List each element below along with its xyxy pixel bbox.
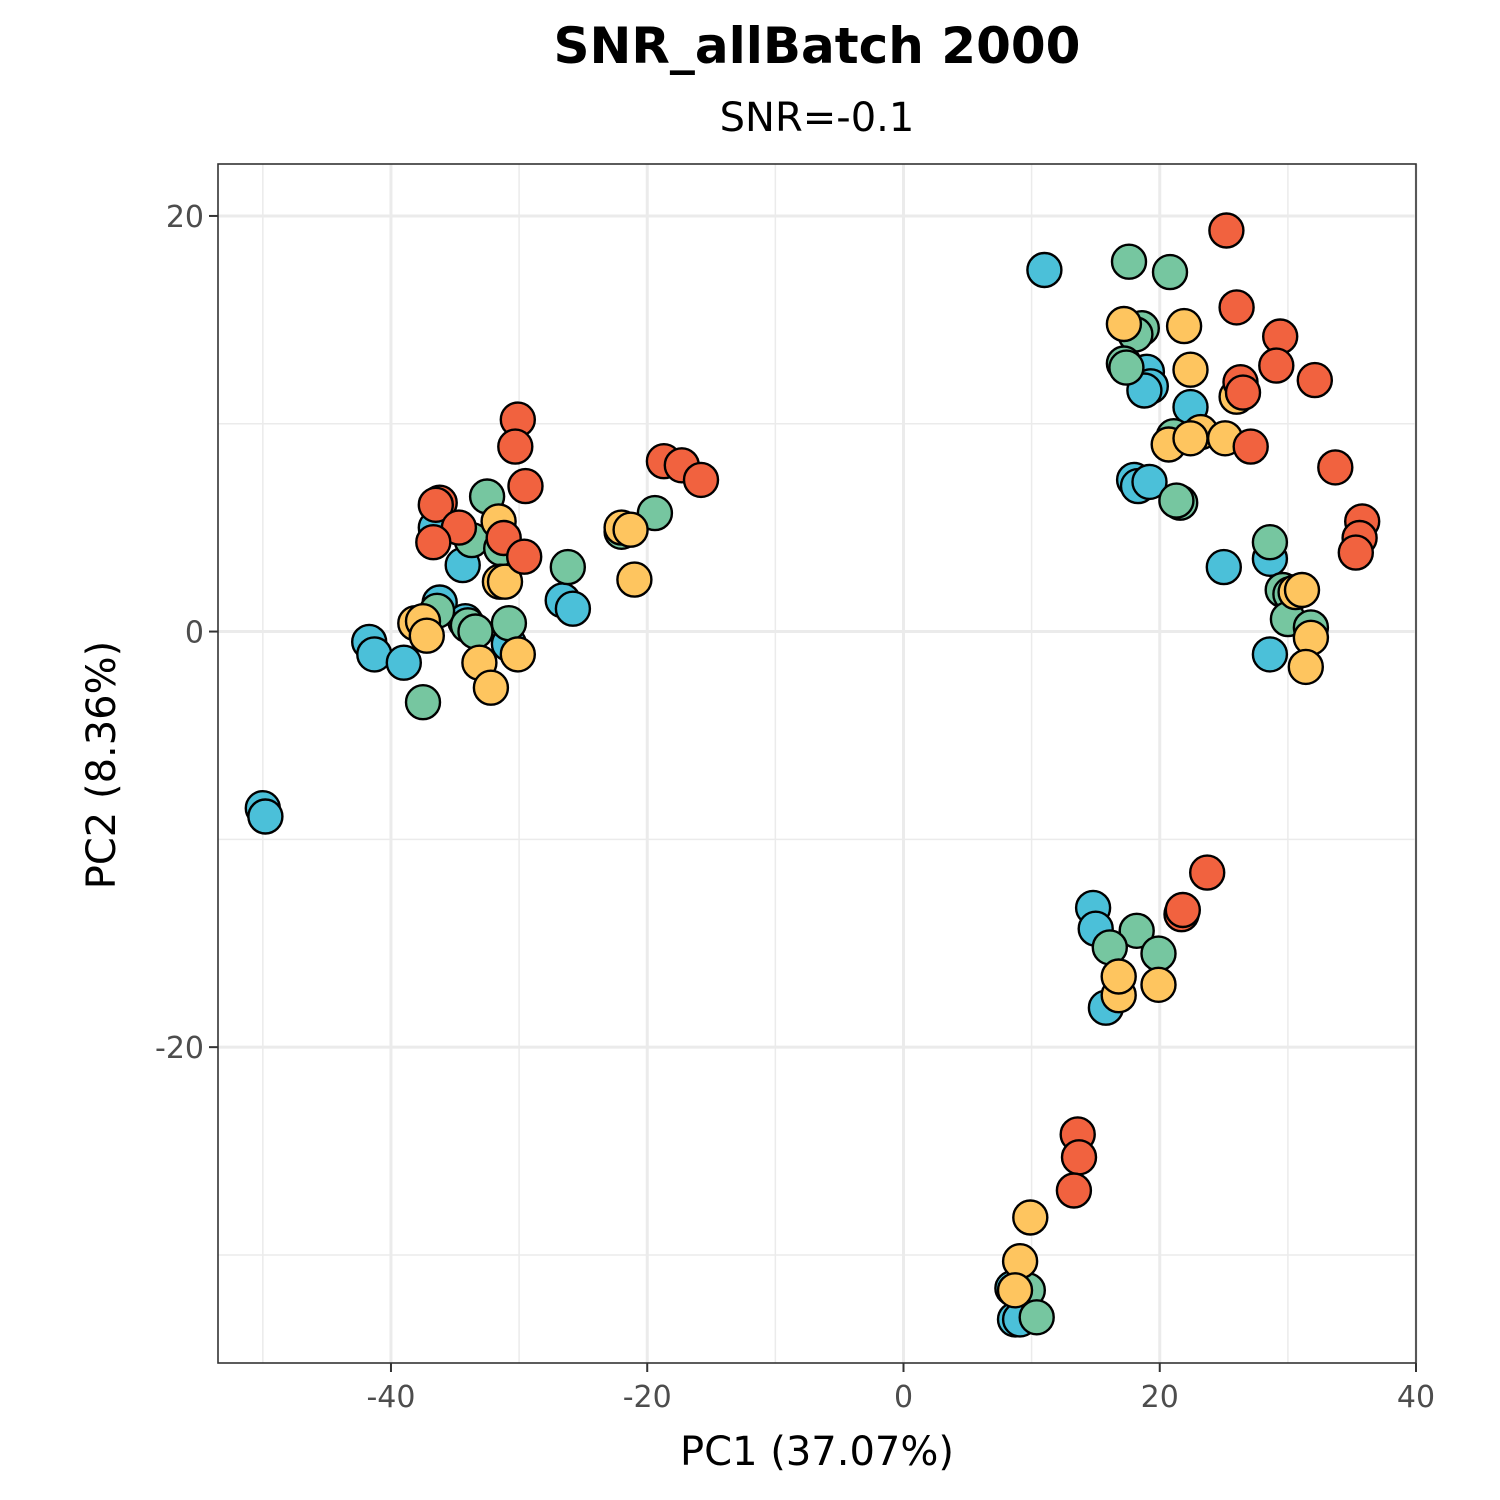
y-axis-title: PC2 (8.36%) <box>79 641 125 890</box>
data-point <box>612 511 649 548</box>
chart-subtitle: SNR=-0.1 <box>720 95 915 141</box>
data-point <box>1018 1299 1055 1336</box>
x-axis-title: PC1 (37.07%) <box>680 1429 954 1475</box>
x-tick-label: 0 <box>894 1380 913 1415</box>
data-point <box>616 561 653 598</box>
data-point <box>1012 1199 1049 1236</box>
data-point <box>1131 463 1168 501</box>
data-point <box>1140 966 1177 1003</box>
chart-title: SNR_allBatch 2000 <box>554 17 1081 75</box>
data-point <box>1232 428 1269 465</box>
data-point <box>457 613 494 650</box>
y-tick-label: 0 <box>185 616 204 651</box>
data-point <box>497 428 534 465</box>
data-point <box>247 798 284 835</box>
data-point <box>996 1272 1034 1309</box>
data-point <box>1296 361 1334 399</box>
data-point <box>1287 648 1325 686</box>
data-point <box>472 669 510 706</box>
data-point <box>1118 912 1155 949</box>
data-point <box>1100 958 1137 995</box>
data-point <box>682 461 720 499</box>
data-point <box>1172 351 1209 388</box>
data-point <box>417 486 454 523</box>
data-point <box>1165 307 1203 345</box>
data-point <box>1317 449 1354 486</box>
data-point <box>1337 534 1375 571</box>
data-point <box>1172 420 1209 457</box>
data-point <box>1224 374 1262 411</box>
y-tick-label: 20 <box>166 200 204 235</box>
data-point <box>1055 1172 1093 1209</box>
data-point <box>1060 1139 1098 1176</box>
data-point <box>549 548 586 586</box>
data-point <box>1205 548 1243 586</box>
y-axis-ticks: -20 0 20 <box>155 200 218 1066</box>
x-tick-label: 40 <box>1397 1380 1435 1415</box>
data-point <box>486 563 524 600</box>
data-point <box>1218 289 1255 326</box>
data-point <box>506 538 543 575</box>
data-point <box>1151 253 1189 291</box>
data-point <box>1105 305 1143 343</box>
x-tick-label: -20 <box>623 1380 672 1415</box>
data-point <box>1208 212 1245 249</box>
data-point <box>554 590 592 627</box>
data-point <box>415 524 452 561</box>
data-point <box>490 605 528 642</box>
data-point <box>507 467 544 505</box>
data-point <box>1158 482 1195 519</box>
data-point <box>1108 349 1145 386</box>
data-point <box>385 644 422 681</box>
data-point <box>408 617 445 654</box>
plot-panel-border <box>217 163 1417 1364</box>
data-point <box>1026 251 1063 289</box>
y-tick-label: -20 <box>155 1031 204 1066</box>
data-point <box>1251 636 1289 673</box>
data-point <box>404 684 442 721</box>
x-tick-label: -40 <box>366 1380 415 1415</box>
data-point <box>1188 854 1226 891</box>
data-point <box>1283 571 1321 609</box>
data-point <box>1140 935 1177 972</box>
data-point <box>1251 524 1289 561</box>
data-points <box>244 212 1381 1338</box>
data-point <box>499 636 536 673</box>
data-point <box>1110 243 1148 280</box>
data-point <box>1164 891 1202 929</box>
x-tick-label: 20 <box>1141 1380 1179 1415</box>
data-point <box>1258 347 1295 384</box>
x-axis-ticks: -40 -20 0 20 40 <box>366 1363 1435 1415</box>
